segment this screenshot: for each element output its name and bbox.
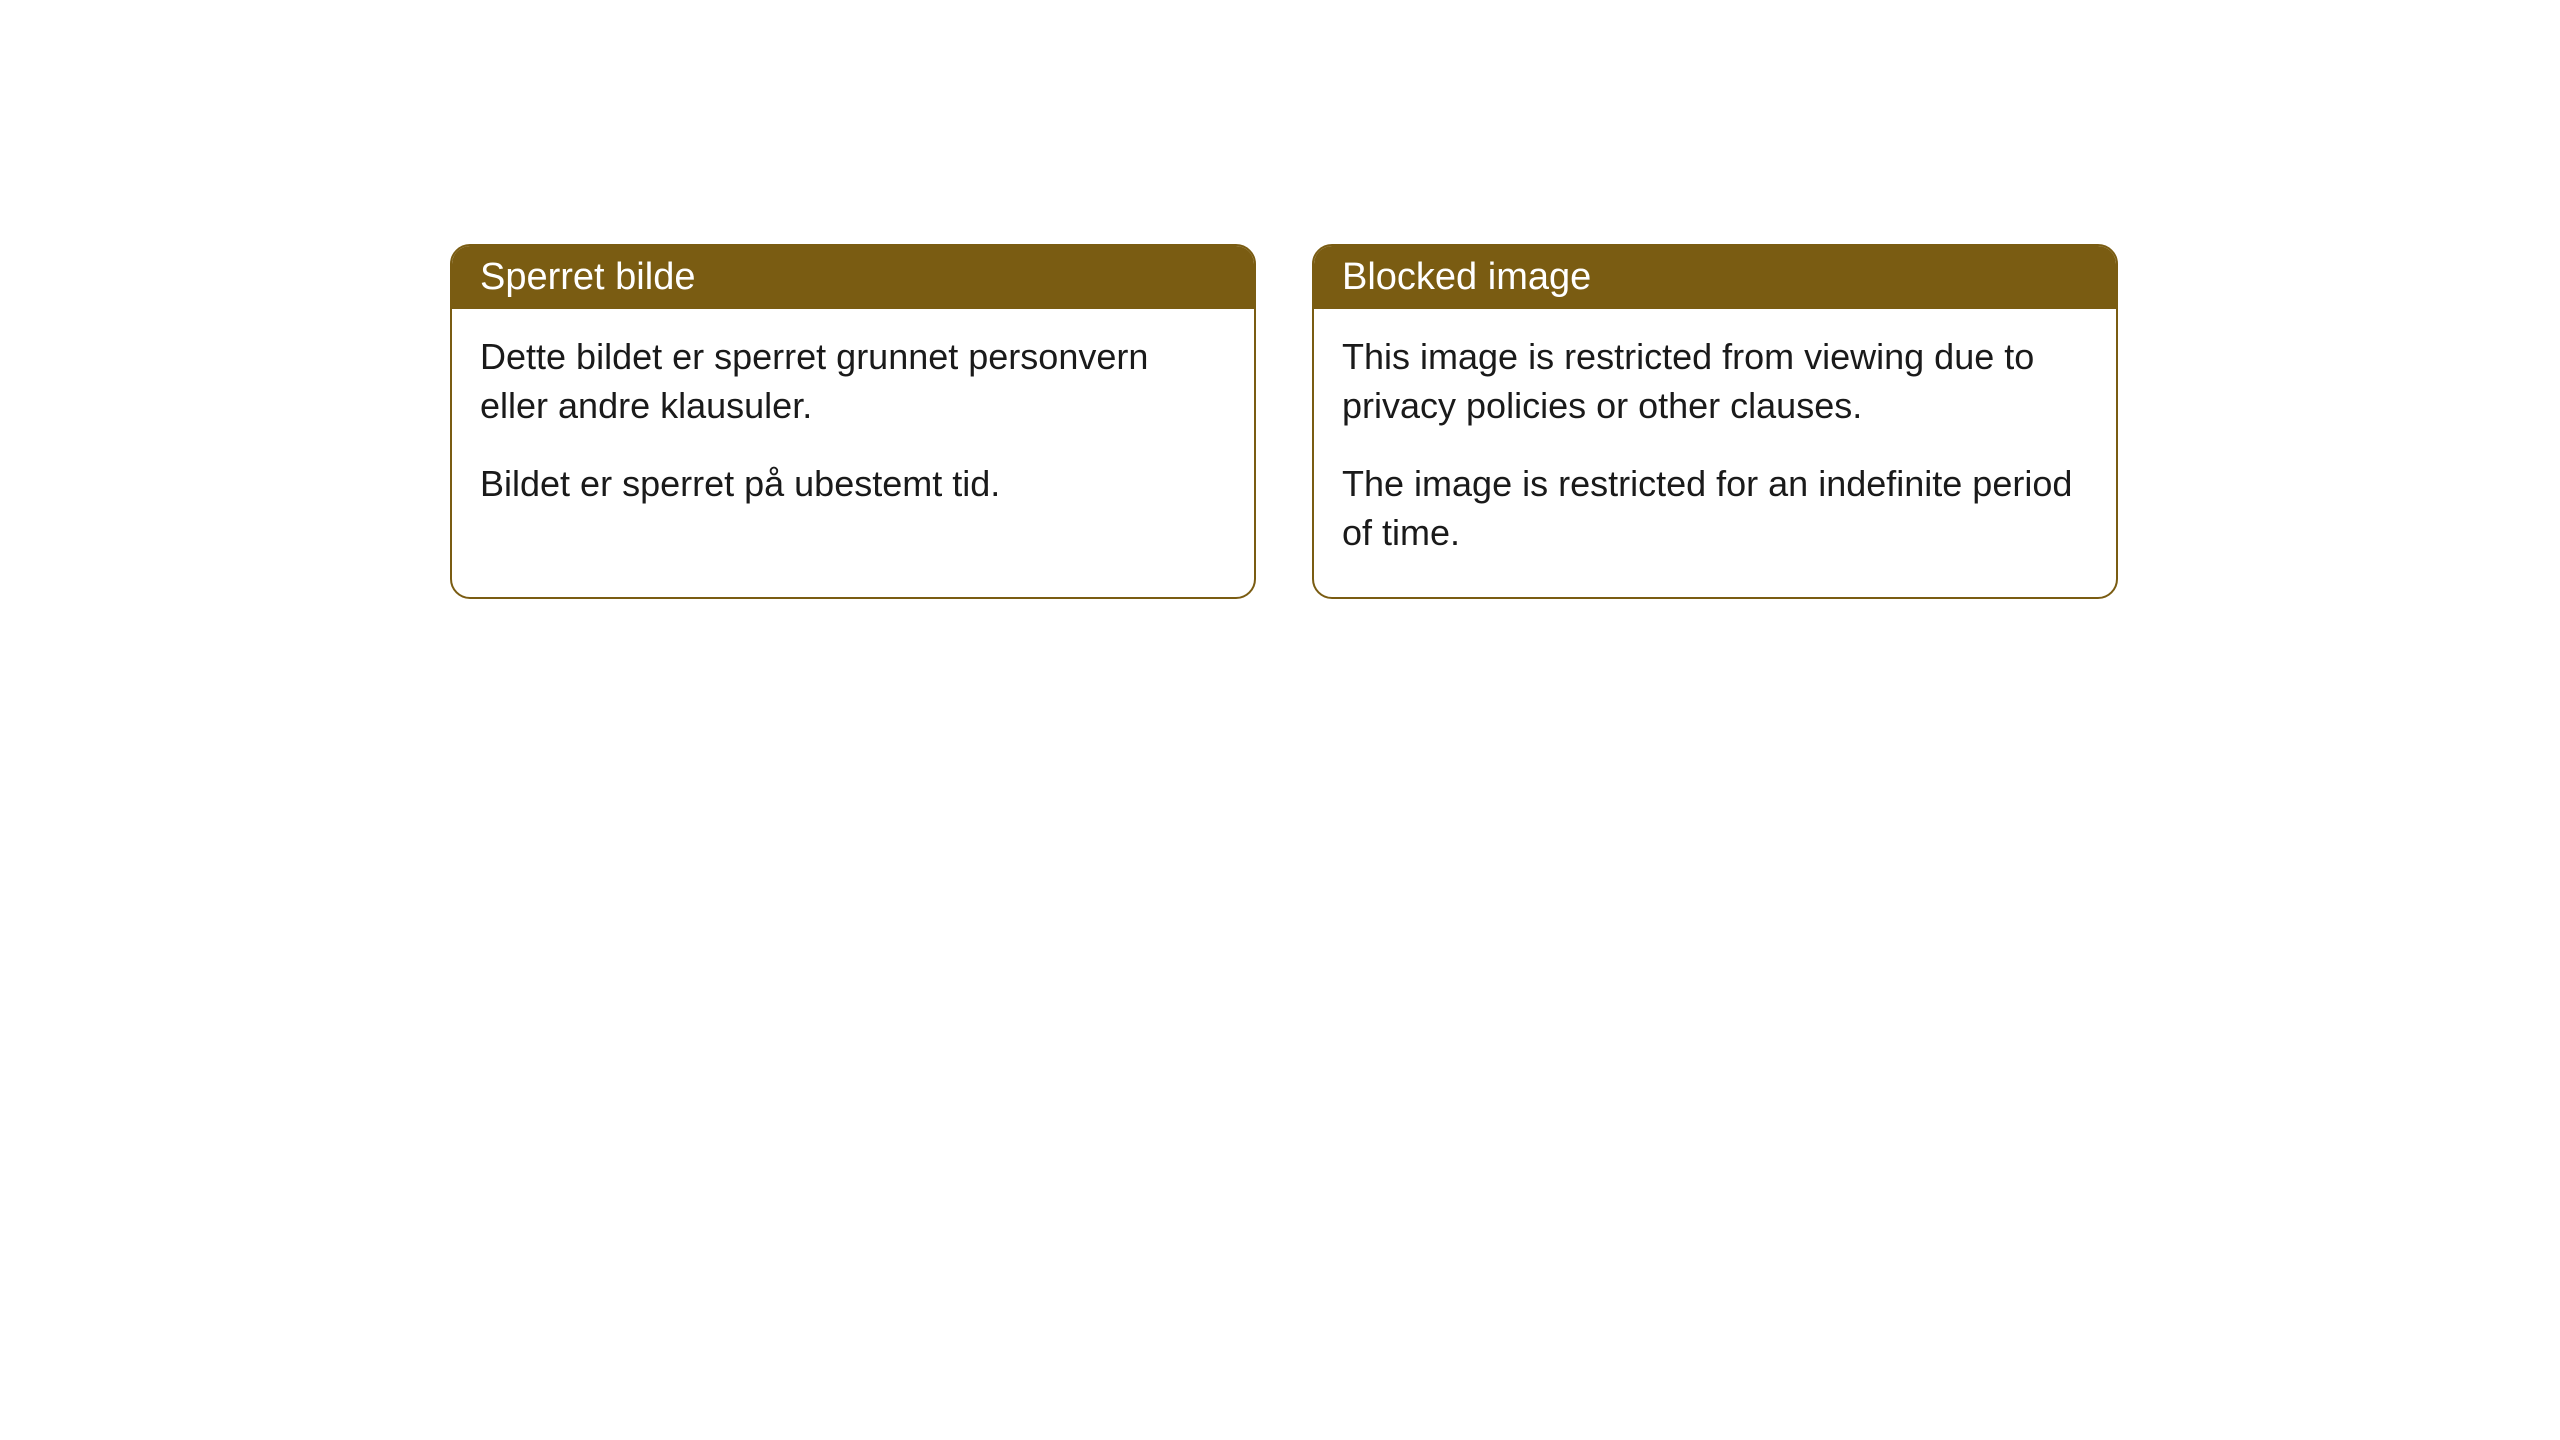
notice-body: Dette bildet er sperret grunnet personve… bbox=[452, 309, 1254, 549]
notice-header: Sperret bilde bbox=[452, 246, 1254, 309]
notice-paragraph: This image is restricted from viewing du… bbox=[1342, 333, 2088, 430]
notice-card-norwegian: Sperret bilde Dette bildet er sperret gr… bbox=[450, 244, 1256, 599]
notice-body: This image is restricted from viewing du… bbox=[1314, 309, 2116, 597]
notice-header: Blocked image bbox=[1314, 246, 2116, 309]
notice-paragraph: Dette bildet er sperret grunnet personve… bbox=[480, 333, 1226, 430]
notice-paragraph: The image is restricted for an indefinit… bbox=[1342, 460, 2088, 557]
notice-card-english: Blocked image This image is restricted f… bbox=[1312, 244, 2118, 599]
notice-cards-container: Sperret bilde Dette bildet er sperret gr… bbox=[450, 244, 2118, 599]
notice-paragraph: Bildet er sperret på ubestemt tid. bbox=[480, 460, 1226, 509]
